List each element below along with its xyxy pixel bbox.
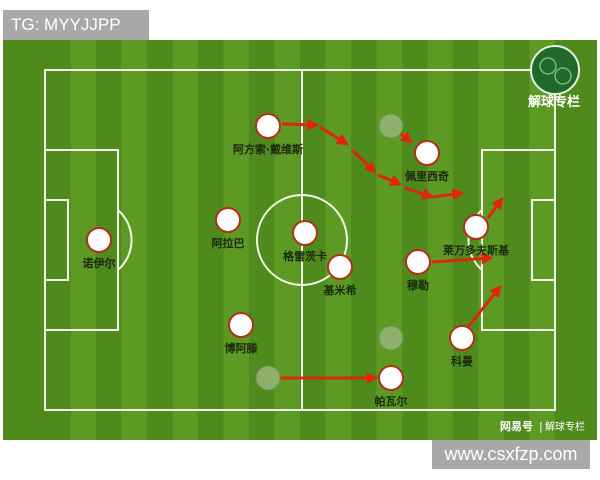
pitch-stripe <box>223 40 249 440</box>
pitch-stripe <box>121 40 147 440</box>
player-marker: 诺伊尔 <box>83 227 116 270</box>
player-dot <box>215 207 241 233</box>
player-dot <box>327 254 353 280</box>
player-name: 博阿滕 <box>225 341 259 355</box>
watermark-top: TG: MYYJJPP <box>3 10 149 40</box>
movement-arrow <box>399 131 413 144</box>
player-dot <box>463 214 489 240</box>
player-name: 基米希 <box>323 283 357 297</box>
previous-position-marker <box>378 113 404 139</box>
player-marker: 穆勒 <box>405 249 431 292</box>
player-name: 诺伊尔 <box>83 256 116 270</box>
previous-position-marker <box>378 325 404 351</box>
movement-arrow <box>486 197 504 219</box>
player-marker: 博阿滕 <box>225 312 259 355</box>
movement-arrow <box>377 173 403 186</box>
movement-arrows <box>280 118 504 384</box>
player-marker: 帕瓦尔 <box>375 365 408 408</box>
movement-arrow <box>350 148 377 174</box>
player-dot <box>292 220 318 246</box>
footer-sep: | <box>539 420 543 433</box>
footer-source: 网易号 <box>500 420 533 433</box>
player-marker: 科曼 <box>449 325 475 368</box>
pitch-stripe <box>529 40 555 440</box>
movement-arrow <box>319 125 350 146</box>
watermark-bottom: www.csxfzp.com <box>432 440 590 469</box>
player-name: 阿拉巴 <box>212 236 245 250</box>
movement-arrow <box>432 188 465 201</box>
pitch-lines <box>44 69 556 411</box>
player-marker: 阿拉巴 <box>212 207 245 250</box>
player-dot <box>255 113 281 139</box>
player-marker: 莱万多夫斯基 <box>443 214 510 257</box>
player-dot <box>405 249 431 275</box>
movement-arrow <box>431 252 494 265</box>
player-name: 科曼 <box>451 354 473 368</box>
player-dot <box>228 312 254 338</box>
pitch-stripe <box>427 40 453 440</box>
player-name: 佩里西奇 <box>405 169 449 183</box>
player-name: 帕瓦尔 <box>375 394 408 408</box>
player-name: 阿方索·戴维斯 <box>233 142 303 156</box>
player-marker: 阿方索·戴维斯 <box>233 113 303 156</box>
player-name: 格雷茨卡 <box>283 249 327 263</box>
player-name: 莱万多夫斯基 <box>443 243 510 257</box>
logo: 解球专栏 <box>527 45 580 110</box>
player-dot <box>414 140 440 166</box>
movement-arrow <box>466 285 502 328</box>
player-marker: 基米希 <box>323 254 357 297</box>
player-marker: 佩里西奇 <box>405 140 449 183</box>
logo-text: 解球专栏 <box>527 94 580 110</box>
movement-arrow <box>281 118 320 131</box>
movement-arrow <box>404 186 435 200</box>
previous-position-marker <box>255 365 281 391</box>
footer-column: 解球专栏 <box>545 420 585 433</box>
player-dot <box>449 325 475 351</box>
player-marker: 格雷茨卡 <box>283 220 327 263</box>
pitch-stripe <box>172 40 198 440</box>
player-dot <box>378 365 404 391</box>
player-dot <box>86 227 112 253</box>
player-name: 穆勒 <box>407 278 429 292</box>
